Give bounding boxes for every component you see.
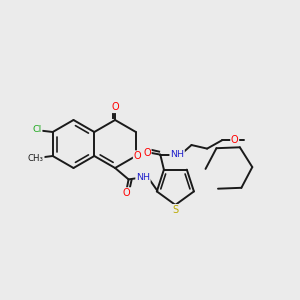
Text: CH₃: CH₃ — [28, 154, 44, 163]
Text: O: O — [111, 102, 119, 112]
Text: O: O — [134, 151, 141, 161]
Text: Cl: Cl — [32, 125, 42, 134]
Text: O: O — [231, 135, 238, 145]
Text: NH: NH — [170, 150, 184, 159]
Text: NH: NH — [136, 173, 150, 182]
Text: O: O — [143, 148, 151, 158]
Text: S: S — [172, 205, 178, 215]
Text: O: O — [123, 188, 130, 198]
